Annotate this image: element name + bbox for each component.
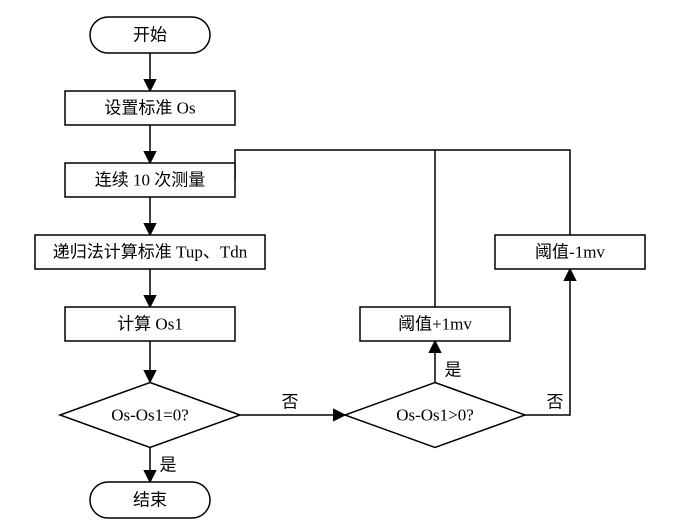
node-label: 阈值+1mv [398, 315, 472, 334]
edge-label: 否 [547, 393, 564, 412]
node-recurse: 递归法计算标准 Tup、Tdn [35, 235, 265, 269]
node-label: 设置标准 Os [104, 99, 195, 118]
node-calc_os1: 计算 Os1 [65, 307, 235, 341]
node-measure: 连续 10 次测量 [65, 163, 235, 197]
node-label: 开始 [133, 26, 167, 45]
node-dec2: Os-Os1>0? [345, 383, 525, 448]
node-dec1: Os-Os1=0? [60, 383, 240, 448]
edge [435, 150, 570, 235]
node-label: 连续 10 次测量 [95, 171, 206, 190]
node-label: 结束 [133, 491, 167, 510]
node-label: 递归法计算标准 Tup、Tdn [53, 243, 248, 262]
node-label: 计算 Os1 [117, 315, 183, 334]
edge-label: 是 [160, 456, 177, 475]
node-end: 结束 [90, 482, 210, 518]
node-minus1: 阈值-1mv [495, 235, 645, 269]
node-label: Os-Os1=0? [111, 406, 189, 425]
edge-label: 是 [445, 361, 462, 380]
node-label: Os-Os1>0? [396, 406, 474, 425]
node-start: 开始 [90, 17, 210, 53]
edge [235, 150, 435, 307]
node-label: 阈值-1mv [535, 243, 605, 262]
edge-label: 否 [282, 393, 299, 412]
node-set_os: 设置标准 Os [65, 91, 235, 125]
node-plus1: 阈值+1mv [360, 307, 510, 341]
